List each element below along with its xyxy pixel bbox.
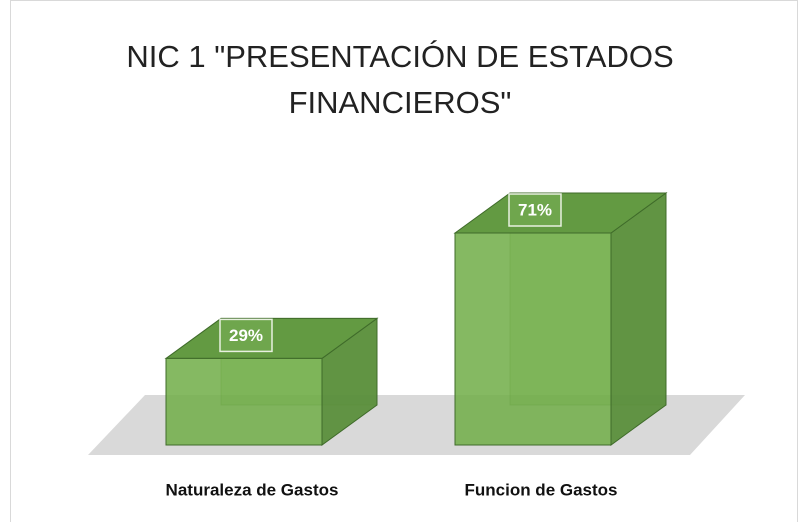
data-label-box — [219, 318, 273, 353]
bar-side — [610, 192, 667, 446]
x-tick-label: Funcion de Gastos — [464, 480, 617, 499]
data-label-box — [508, 193, 562, 227]
chart-title: NIC 1 "PRESENTACIÓN DE ESTADOS FINANCIER… — [126, 39, 674, 120]
data-label: 29% — [229, 326, 263, 345]
bar — [165, 357, 323, 446]
bar — [454, 232, 612, 446]
x-tick-label: Naturaleza de Gastos — [166, 480, 339, 499]
data-label: 71% — [518, 200, 552, 219]
